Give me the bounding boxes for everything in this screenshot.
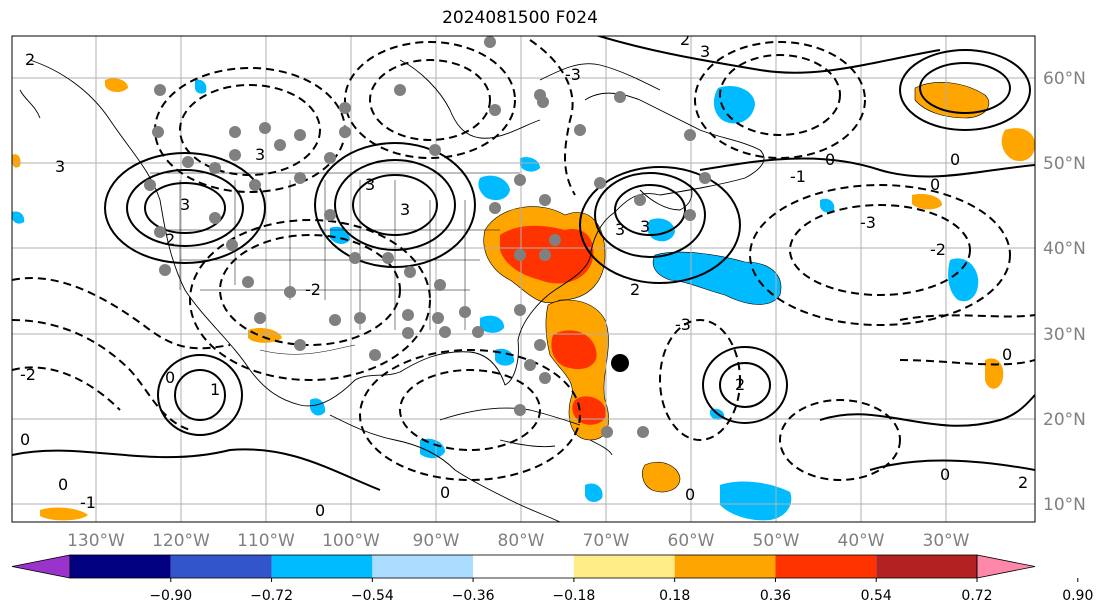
contour-label: 3 xyxy=(365,175,375,194)
colorbar-tick-label: 0.54 xyxy=(861,588,892,604)
map-content: 3 3 3 3 3 2 3 2 -3 -2 0 0 0 -1 2 1 0 0 0… xyxy=(12,30,1035,522)
colorbar-tick-label: −0.18 xyxy=(552,588,595,604)
contour-label: 3 xyxy=(640,217,650,236)
colorbar-segment xyxy=(674,555,776,578)
contour-label: 3 xyxy=(255,145,265,164)
colorbar-segment xyxy=(876,555,977,578)
contour-label: 0 xyxy=(950,150,960,169)
lat-label: 30°N xyxy=(1043,325,1086,345)
colorbar-extend-low xyxy=(11,554,71,579)
contour-label: -3 xyxy=(675,315,691,334)
contour-label: -1 xyxy=(790,167,806,186)
contour-label: -3 xyxy=(565,65,581,84)
station-dots xyxy=(144,36,711,438)
lon-labels: 130°W 120°W 110°W 100°W 90°W 80°W 70°W 6… xyxy=(67,531,970,551)
contour-label: 0 xyxy=(825,150,835,169)
lat-label: 10°N xyxy=(1043,495,1086,515)
colorbar-tick-label: −0.36 xyxy=(452,588,495,604)
contour-lines-dashed xyxy=(12,39,1035,481)
contour-label: -2 xyxy=(305,280,321,299)
contour-label: 2 xyxy=(1018,473,1028,492)
map-title: 2024081500 F024 xyxy=(442,8,598,28)
contour-label: 0 xyxy=(940,465,950,484)
lon-label: 70°W xyxy=(583,531,630,551)
lon-label: 120°W xyxy=(152,531,210,551)
colorbar-tick-label: −0.54 xyxy=(351,588,394,604)
contour-label: -3 xyxy=(860,213,876,232)
lon-label: 80°W xyxy=(498,531,545,551)
contour-label: 3 xyxy=(400,200,410,219)
colorbar-segment xyxy=(473,555,574,578)
colorbar-tick-label: 0.72 xyxy=(961,588,992,604)
colorbar-segment xyxy=(775,555,877,578)
lon-label: 90°W xyxy=(413,531,460,551)
contour-label: 0 xyxy=(1002,345,1012,364)
contour-label: 0 xyxy=(165,368,175,387)
contour-label: 2 xyxy=(680,30,690,49)
contour-label: 3 xyxy=(700,42,710,61)
colorbar-tick-label: 0.36 xyxy=(760,588,791,604)
lon-label: 40°W xyxy=(838,531,885,551)
lat-label: 20°N xyxy=(1043,410,1086,430)
colorbar-tick-label: −0.72 xyxy=(250,588,293,604)
contour-label: 1 xyxy=(210,380,220,399)
lat-label: 40°N xyxy=(1043,239,1086,259)
lon-label: 60°W xyxy=(668,531,715,551)
contour-label: 3 xyxy=(55,157,65,176)
lat-label: 50°N xyxy=(1043,154,1086,174)
contour-label: -2 xyxy=(930,240,946,259)
contour-label: 2 xyxy=(630,280,640,299)
coastlines xyxy=(19,59,765,522)
colorbar-tick-label: −0.90 xyxy=(149,588,192,604)
contour-label: 3 xyxy=(180,195,190,214)
lat-labels: 60°N 50°N 40°N 30°N 20°N 10°N xyxy=(1043,69,1086,515)
contour-label-group: 3 3 3 3 3 2 3 2 -3 -2 0 0 0 -1 2 1 0 0 0… xyxy=(20,30,1028,520)
colorbar: −0.90 −0.72 −0.54 −0.36 −0.18 0.18 0.36 0.54 0.7… xyxy=(11,554,1093,604)
contour-label: 0 xyxy=(440,483,450,502)
contour-label: 0 xyxy=(58,475,68,494)
contour-label: 0 xyxy=(315,501,325,520)
colorbar-segment xyxy=(573,555,675,578)
colorbar-segment xyxy=(372,555,474,578)
storm-marker xyxy=(611,354,629,372)
contour-label: -1 xyxy=(80,493,96,512)
grid-lines xyxy=(12,36,1035,522)
shading-layer xyxy=(12,78,1035,521)
contour-label: 3 xyxy=(615,220,625,239)
colorbar-segment xyxy=(170,555,272,578)
colorbar-frame xyxy=(69,554,978,579)
contour-label: 2 xyxy=(165,230,175,249)
colorbar-segment xyxy=(271,555,373,578)
colorbar-tick-label: 0.18 xyxy=(659,588,690,604)
lon-label: 30°W xyxy=(923,531,970,551)
lon-label: 100°W xyxy=(322,531,380,551)
colorbar-segment xyxy=(70,555,171,578)
lon-label: 50°W xyxy=(753,531,800,551)
contour-label: -2 xyxy=(20,365,36,384)
map-frame xyxy=(11,35,1036,523)
contour-lines xyxy=(12,36,1035,491)
colorbar-extend-high xyxy=(976,554,1036,579)
lat-label: 60°N xyxy=(1043,69,1086,89)
contour-label: 2 xyxy=(25,50,35,69)
colorbar-tick-label: 0.90 xyxy=(1062,588,1093,604)
lon-label: 130°W xyxy=(67,531,125,551)
lon-label: 110°W xyxy=(237,531,295,551)
contour-label: 0 xyxy=(20,430,30,449)
contour-label: 0 xyxy=(685,485,695,504)
contour-label: 0 xyxy=(930,175,940,194)
contour-label: 2 xyxy=(735,375,745,394)
